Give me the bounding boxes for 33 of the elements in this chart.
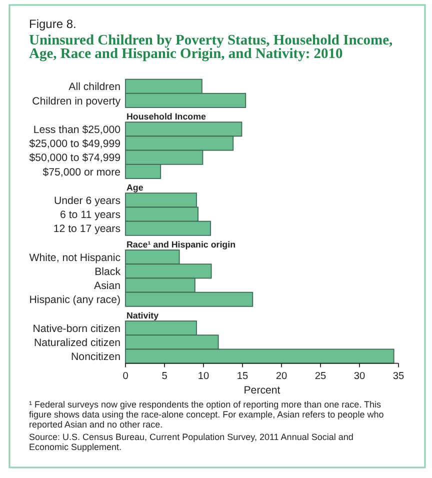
- y-tick-label: Under 6 years: [54, 194, 120, 207]
- x-tick-label: 20: [276, 371, 288, 382]
- x-tick-label: 15: [236, 371, 248, 382]
- y-tick-label: $50,000 to $74,999: [29, 152, 121, 164]
- y-tick-label: 12 to 17 years: [53, 223, 120, 236]
- chart-title: Nativity: [126, 310, 159, 320]
- y-tick-label: $75,000 or more: [42, 166, 121, 178]
- x-axis-title: Percent: [244, 384, 280, 396]
- y-tick-label: Noncitizen: [71, 351, 121, 364]
- chart-title: Uninsured Children by Poverty Status, Household Income, Age, Race and Hispanic Origin, and Nativity: 2010: [29, 32, 393, 62]
- y-tick-label: 6 to 11 years: [60, 209, 120, 222]
- y-tick-label: Native-born citizen: [32, 322, 121, 335]
- chart-title: Age: [126, 182, 144, 192]
- y-tick-label: All children: [68, 81, 121, 94]
- y-tick-label: Children in poverty: [32, 95, 122, 108]
- x-tick-label: 25: [314, 371, 326, 382]
- y-tick-label: White, not Hispanic: [29, 252, 122, 264]
- caption: Figure 8.: [29, 17, 76, 31]
- y-tick-label: Less than $25,000: [33, 124, 121, 136]
- y-tick-label: Asian: [94, 280, 121, 292]
- x-tick-label: 35: [392, 371, 404, 382]
- y-tick-label: $25,000 to $49,999: [29, 138, 121, 150]
- source-note: Source: U.S. Census Bureau, Current Population Survey, 2011 Annual Social and Economic Supplement.: [29, 432, 354, 452]
- x-tick-label: 10: [198, 371, 210, 382]
- y-tick-label: Black: [94, 266, 122, 278]
- text: ¹ Federal surveys now give respondents the option of reporting more than one race. This figure shows data using the race-alone concept. For example, Asian refers to people who reported Asian and no other race.: [29, 399, 384, 430]
- chart-title: Household Income: [126, 112, 206, 122]
- chart-title: Race¹ and Hispanic origin: [126, 239, 236, 250]
- x-tick-label: 30: [354, 371, 366, 382]
- x-tick-label: 0: [122, 371, 129, 382]
- x-tick-label: 5: [162, 371, 168, 382]
- y-tick-label: Hispanic (any race): [29, 294, 120, 306]
- y-tick-label: Naturalized citizen: [34, 336, 121, 349]
